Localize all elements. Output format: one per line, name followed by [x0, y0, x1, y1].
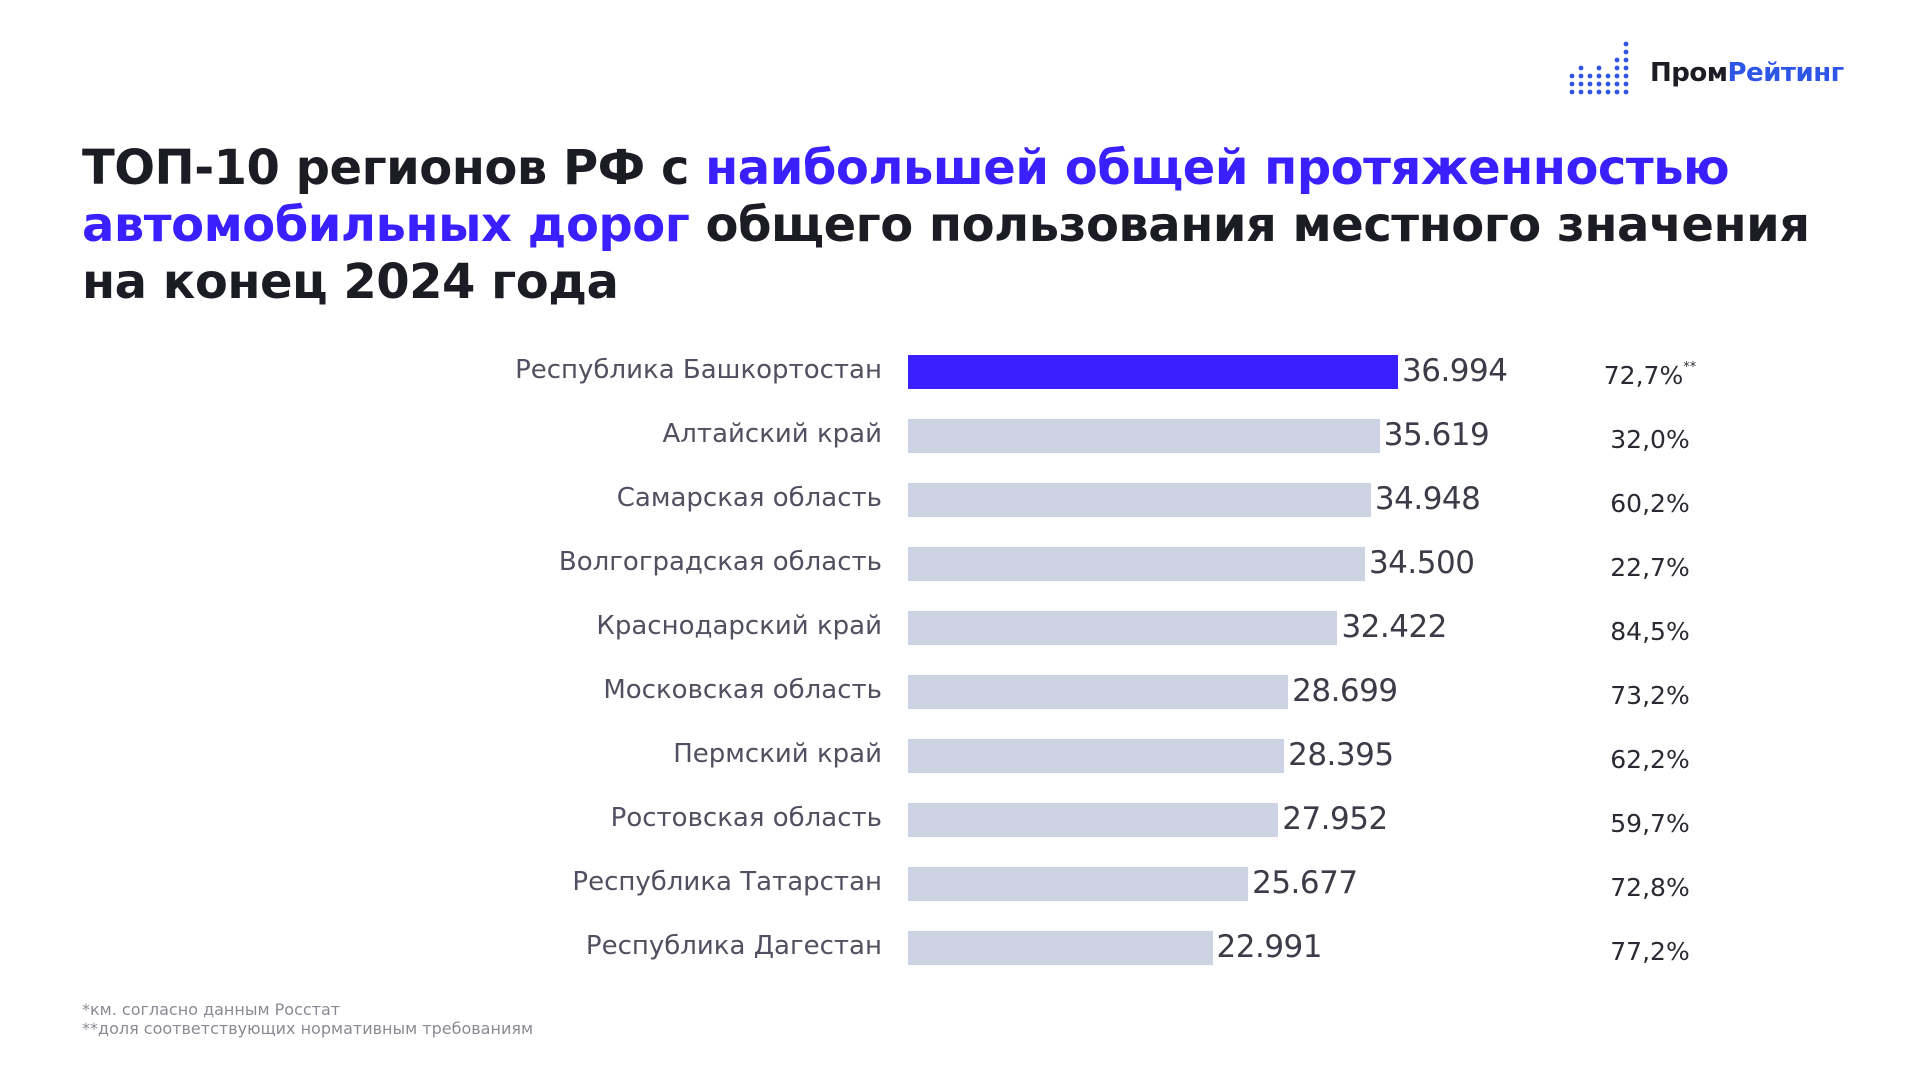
- bar-chart-logo-icon: [1569, 41, 1629, 95]
- bar: [908, 611, 1338, 645]
- bar-value-label: 34.500: [1368, 545, 1475, 581]
- category-label: Алтайский край: [662, 419, 882, 449]
- category-label: Республика Татарстан: [572, 867, 882, 897]
- category-label: Московская область: [603, 675, 882, 705]
- bar: [908, 803, 1279, 837]
- bar-value-label: 28.699: [1292, 673, 1398, 709]
- bar: [908, 419, 1380, 453]
- category-label: Краснодарский край: [596, 611, 882, 641]
- bar: [908, 355, 1398, 389]
- category-label: Республика Дагестан: [585, 931, 882, 961]
- category-label: Республика Башкортостан: [515, 355, 882, 385]
- bar-value-label: 36.994: [1402, 353, 1508, 389]
- title-part2: общего пользования местного значения на …: [82, 197, 1810, 310]
- bar: [908, 867, 1249, 901]
- share-label: 60,2%: [1610, 489, 1690, 518]
- bar: [908, 739, 1285, 773]
- share-label: 84,5%: [1610, 617, 1690, 646]
- share-label: 22,7%: [1610, 553, 1690, 582]
- share-label: 73,2%: [1610, 681, 1690, 710]
- category-label: Волгоградская область: [558, 547, 882, 577]
- share-label: 62,2%: [1610, 745, 1690, 774]
- bar: [908, 483, 1371, 517]
- bar-value-label: 34.948: [1374, 481, 1481, 517]
- share-label: 32,0%: [1610, 425, 1690, 454]
- category-label: Самарская область: [616, 483, 882, 513]
- category-label: Ростовская область: [610, 803, 882, 833]
- bar: [908, 675, 1289, 709]
- bar-value-label: 32.422: [1341, 609, 1447, 645]
- share-label: 59,7%: [1610, 809, 1690, 838]
- bar-value-label: 27.952: [1282, 801, 1388, 837]
- bar-value-label: 28.395: [1288, 737, 1394, 773]
- brand-name-part1: Пром: [1650, 58, 1728, 88]
- bar-chart: Республика Башкортостан 36.994 72,7%** Алта…: [0, 340, 1920, 980]
- bar: [908, 931, 1213, 965]
- brand-name-part2: Рейтинг: [1727, 58, 1845, 88]
- share-label: 72,8%: [1610, 873, 1690, 902]
- footnotes: *км. согласно данным Росстат **доля соот…: [82, 1000, 533, 1038]
- bar-value-label: 35.619: [1383, 417, 1490, 453]
- title-highlight: наибольшей общей протяженностью автомоби…: [82, 140, 1730, 253]
- share-note-marker: **: [1683, 359, 1697, 375]
- brand-name: ПромРейтинг: [1650, 58, 1844, 88]
- footnote-share: **доля соответствующих нормативным требо…: [82, 1019, 534, 1038]
- bar-value-label: 25.677: [1252, 865, 1358, 901]
- footnote-units: *км. согласно данным Росстат: [82, 1000, 341, 1019]
- bar-value-label: 22.991: [1216, 929, 1323, 965]
- share-label: 72,7%**: [1603, 359, 1697, 390]
- page-title: ТОП-10 регионов РФ с наибольшей общей пр…: [82, 140, 1862, 311]
- bar: [908, 547, 1365, 581]
- share-label: 77,2%: [1610, 937, 1690, 966]
- category-label: Пермский край: [673, 739, 882, 769]
- title-part1: ТОП-10 регионов РФ с: [82, 140, 706, 196]
